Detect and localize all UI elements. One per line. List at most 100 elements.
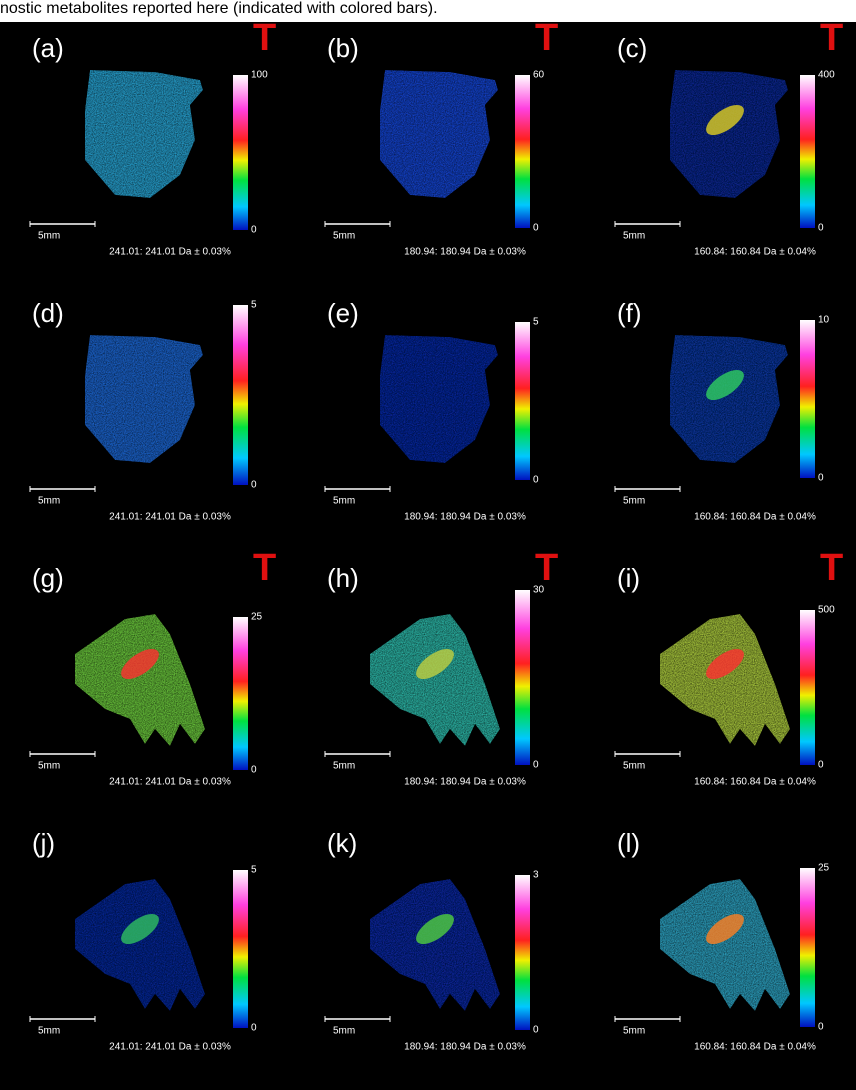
colorbar-min: 0 (251, 225, 257, 236)
colorbar-max: 10 (818, 315, 830, 326)
panel-label: (k) (327, 828, 357, 858)
mz-label: 180.94: 180.94 Da ± 0.03% (404, 1042, 526, 1053)
tissue-image (380, 335, 498, 463)
mz-label: 241.01: 241.01 Da ± 0.03% (109, 777, 231, 788)
scale-label: 5mm (623, 496, 645, 507)
tissue-image (380, 70, 498, 198)
colorbar-min: 0 (533, 475, 539, 486)
colorbar-max: 5 (251, 865, 257, 876)
panel-label: (a) (32, 33, 64, 63)
scale-label: 5mm (38, 496, 60, 507)
panel-label: (j) (32, 828, 55, 858)
scale-label: 5mm (623, 761, 645, 772)
colorbar-min: 0 (533, 223, 539, 234)
tissue-hotspot (121, 913, 159, 945)
caption-strip (0, 0, 856, 22)
tumor-marker: T (820, 17, 843, 59)
scale-label: 5mm (333, 231, 355, 242)
tumor-marker: T (535, 17, 558, 59)
colorbar (233, 870, 248, 1028)
panel-label: (i) (617, 563, 640, 593)
panel-label: (g) (32, 563, 64, 593)
mz-label: 180.94: 180.94 Da ± 0.03% (404, 512, 526, 523)
tissue-hotspot (416, 648, 454, 680)
colorbar-min: 0 (533, 1025, 539, 1036)
tissue-image (660, 614, 790, 746)
mz-label: 160.84: 160.84 Da ± 0.04% (694, 777, 816, 788)
colorbar (515, 875, 530, 1030)
colorbar-min: 0 (818, 223, 824, 234)
panel-label: (e) (327, 298, 359, 328)
colorbar (800, 868, 815, 1027)
tissue-image (85, 335, 203, 463)
mz-label: 160.84: 160.84 Da ± 0.04% (694, 1042, 816, 1053)
scale-label: 5mm (333, 761, 355, 772)
tissue-image (370, 879, 500, 1011)
colorbar-max: 30 (533, 585, 545, 596)
colorbar-max: 400 (818, 70, 835, 81)
mz-label: 241.01: 241.01 Da ± 0.03% (109, 247, 231, 258)
tissue-image (85, 70, 203, 198)
scale-label: 5mm (333, 1026, 355, 1037)
scale-label: 5mm (333, 496, 355, 507)
tumor-marker: T (535, 547, 558, 589)
tissue-image (370, 614, 500, 746)
tissue-image (660, 879, 790, 1011)
tissue-hotspot (416, 913, 454, 945)
panel-label: (l) (617, 828, 640, 858)
colorbar-min: 0 (251, 1023, 257, 1034)
colorbar (800, 610, 815, 765)
colorbar-max: 25 (818, 863, 830, 874)
tissue-hotspot (121, 648, 159, 680)
colorbar (233, 305, 248, 485)
tumor-marker: T (253, 17, 276, 59)
scale-label: 5mm (38, 761, 60, 772)
tissue-hotspot (706, 104, 744, 136)
colorbar-max: 5 (533, 317, 539, 328)
panel-label: (h) (327, 563, 359, 593)
mz-label: 160.84: 160.84 Da ± 0.04% (694, 512, 816, 523)
colorbar-min: 0 (818, 1022, 824, 1033)
panel-label: (c) (617, 33, 647, 63)
colorbar-min: 0 (251, 480, 257, 491)
mz-label: 241.01: 241.01 Da ± 0.03% (109, 1042, 231, 1053)
colorbar (515, 590, 530, 765)
tissue-image (670, 335, 788, 463)
mz-label: 160.84: 160.84 Da ± 0.04% (694, 247, 816, 258)
tumor-marker: T (253, 547, 276, 589)
scale-label: 5mm (38, 231, 60, 242)
colorbar-max: 100 (251, 70, 268, 81)
colorbar-max: 500 (818, 605, 835, 616)
colorbar-max: 25 (251, 612, 263, 623)
colorbar-min: 0 (818, 760, 824, 771)
colorbar (233, 617, 248, 770)
scale-label: 5mm (38, 1026, 60, 1037)
tissue-hotspot (706, 913, 744, 945)
tumor-marker: T (820, 547, 843, 589)
colorbar-min: 0 (251, 765, 257, 776)
panel-label: (d) (32, 298, 64, 328)
colorbar (800, 75, 815, 228)
tissue-image (75, 879, 205, 1011)
mz-label: 241.01: 241.01 Da ± 0.03% (109, 512, 231, 523)
tissue-hotspot (706, 648, 744, 680)
mz-label: 180.94: 180.94 Da ± 0.03% (404, 247, 526, 258)
colorbar (515, 322, 530, 480)
caption: nostic metabolites reported here (indica… (0, 0, 438, 17)
colorbar-max: 3 (533, 870, 539, 881)
colorbar-max: 5 (251, 300, 257, 311)
mz-label: 180.94: 180.94 Da ± 0.03% (404, 777, 526, 788)
colorbar (515, 75, 530, 228)
panel-label: (b) (327, 33, 359, 63)
colorbar (800, 320, 815, 478)
colorbar-min: 0 (533, 760, 539, 771)
panel-label: (f) (617, 298, 642, 328)
scale-label: 5mm (623, 1026, 645, 1037)
tissue-hotspot (706, 369, 744, 401)
tissue-image (75, 614, 205, 746)
colorbar-min: 0 (818, 473, 824, 484)
scale-label: 5mm (623, 231, 645, 242)
colorbar (233, 75, 248, 230)
colorbar-max: 60 (533, 70, 545, 81)
